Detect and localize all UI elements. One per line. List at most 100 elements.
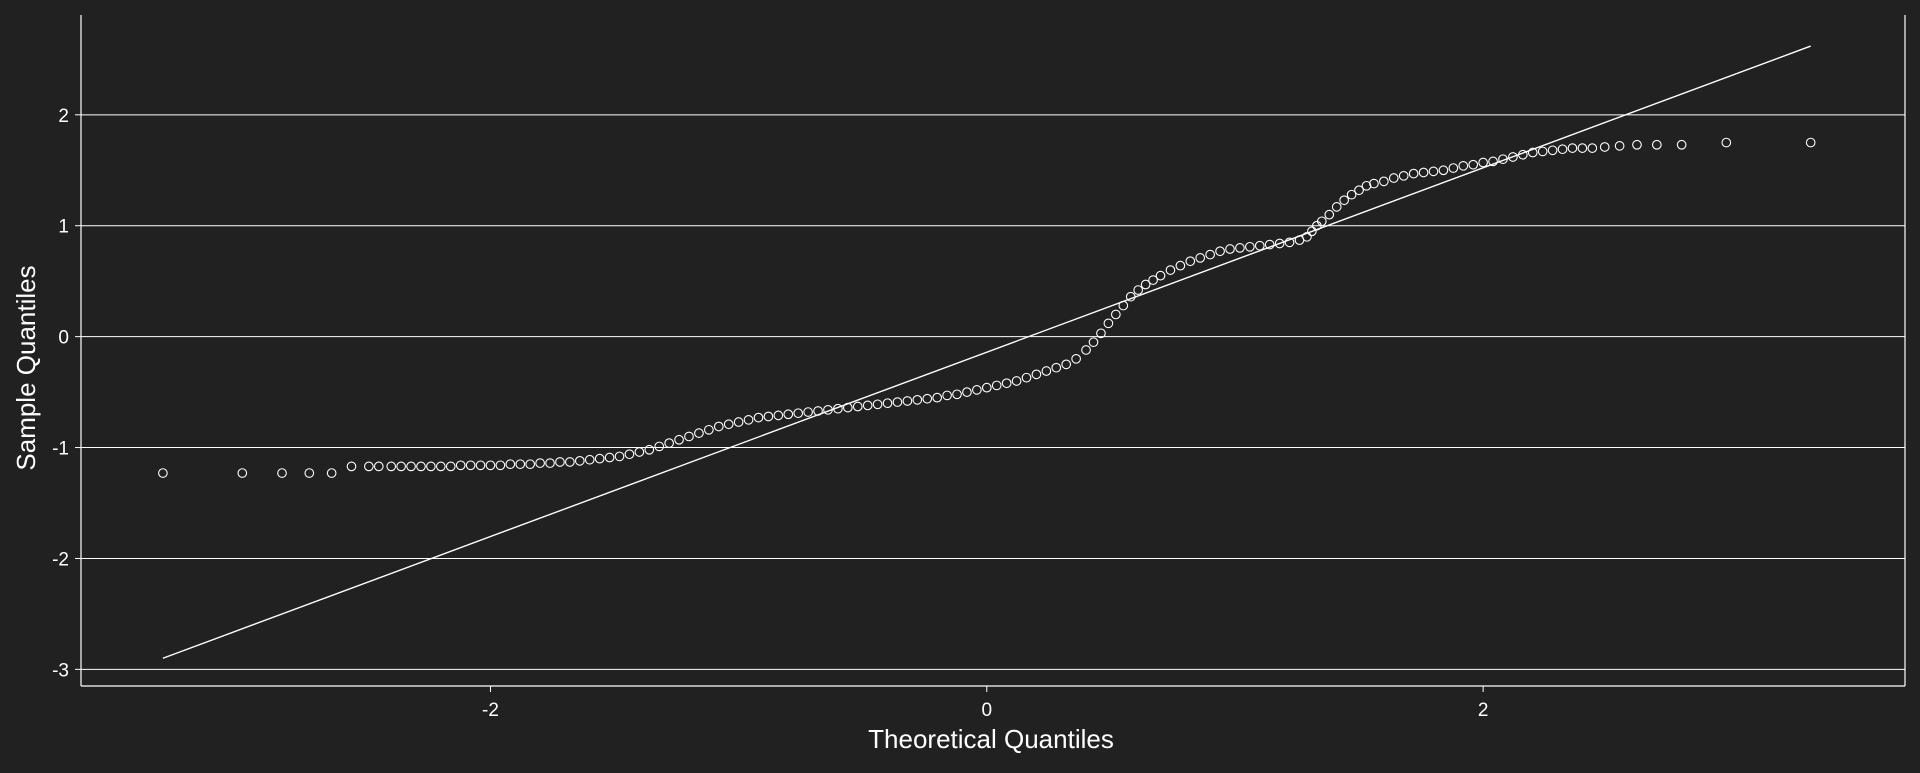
data-point [624, 449, 635, 460]
data-point [416, 461, 426, 472]
x-axis-title: Theoretical Quantiles [868, 724, 1114, 754]
data-point [1408, 168, 1419, 179]
y-tick-label: 0 [58, 328, 69, 349]
data-point [1537, 146, 1548, 157]
data-point [1096, 328, 1106, 339]
data-point [406, 461, 416, 472]
data-point [1011, 376, 1022, 386]
data-point [733, 417, 744, 427]
y-tick-label: 2 [58, 106, 69, 127]
data-point [922, 393, 933, 404]
x-tick-label: -2 [482, 700, 499, 721]
data-point [1547, 145, 1558, 156]
data-point [1418, 167, 1429, 178]
data-point [1215, 246, 1225, 257]
data-point [1001, 378, 1012, 389]
data-point [912, 395, 923, 405]
data-point [1324, 209, 1335, 220]
data-point [1676, 139, 1687, 150]
data-point [158, 468, 168, 478]
data-point [1517, 149, 1528, 160]
data-point [1508, 152, 1518, 162]
data-point [1103, 318, 1114, 329]
data-point [1110, 309, 1121, 320]
data-point [1498, 154, 1508, 165]
data-point [1264, 239, 1275, 250]
data-point [574, 456, 585, 466]
data-point [1284, 237, 1295, 248]
data-point [932, 392, 943, 403]
y-axis-title: Sample Quantiles [11, 265, 41, 470]
data-point [465, 460, 476, 471]
data-point [594, 453, 605, 464]
data-point [1185, 256, 1196, 267]
data-point [435, 461, 446, 472]
data-point [277, 468, 287, 478]
data-point [1051, 362, 1062, 373]
data-point [783, 409, 794, 420]
data-point [1307, 226, 1317, 237]
data-point [952, 389, 962, 400]
data-point [1071, 353, 1081, 364]
data-point [1557, 144, 1568, 155]
data-point [694, 428, 704, 438]
y-tick-label: -3 [52, 660, 69, 681]
data-point [1133, 285, 1144, 295]
grid-layer [81, 114, 1905, 670]
data-point [981, 382, 992, 393]
data-point [1165, 265, 1176, 275]
data-point [1346, 189, 1357, 200]
data-point [1088, 337, 1099, 348]
data-point [1478, 157, 1488, 168]
data-point [565, 457, 575, 467]
y-tick-label: -2 [52, 549, 69, 570]
data-point [604, 452, 615, 463]
data-point [326, 468, 337, 478]
data-point [1361, 180, 1372, 191]
data-point [644, 444, 655, 455]
data-point [1031, 369, 1042, 380]
points-layer [158, 137, 1816, 478]
data-point [713, 421, 724, 432]
data-point [396, 461, 406, 472]
data-point [1488, 156, 1498, 167]
data-point [1061, 359, 1072, 370]
data-point [1155, 270, 1166, 281]
x-axis-ticks: -2 0 2 [482, 686, 1488, 721]
data-point [1041, 366, 1052, 376]
data-point [1339, 195, 1350, 206]
data-point [1721, 137, 1732, 148]
data-point [555, 457, 565, 467]
data-point [525, 459, 536, 470]
data-point [1369, 178, 1379, 189]
y-axis-ticks: -3 -2 -1 0 1 2 [52, 106, 81, 681]
data-point [386, 461, 397, 472]
data-point [1388, 173, 1399, 183]
data-point [654, 441, 665, 452]
data-point [882, 398, 893, 409]
data-point [475, 460, 486, 471]
data-point [1614, 141, 1625, 151]
data-point [485, 460, 496, 471]
data-point [1632, 139, 1642, 150]
data-point [455, 460, 466, 471]
reference-line-layer [162, 45, 1811, 659]
data-point [634, 447, 645, 457]
data-point [1316, 216, 1327, 227]
data-point [1448, 163, 1459, 173]
data-point [505, 459, 516, 470]
data-point [1428, 166, 1439, 177]
data-point [684, 431, 694, 442]
data-point [664, 438, 674, 448]
data-point [1125, 291, 1136, 302]
data-point [1225, 244, 1235, 254]
data-point [614, 451, 625, 462]
data-point [723, 419, 734, 430]
data-point [584, 454, 595, 465]
data-point [535, 458, 545, 468]
data-point [1331, 202, 1342, 212]
data-point [793, 408, 804, 419]
data-point [862, 400, 873, 411]
data-point [803, 407, 813, 417]
